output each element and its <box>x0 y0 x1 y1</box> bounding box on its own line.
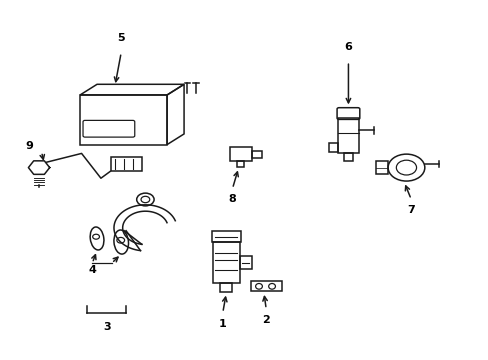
Bar <box>337 118 359 153</box>
Text: 3: 3 <box>102 322 110 332</box>
Bar <box>343 153 352 161</box>
Text: 5: 5 <box>117 33 125 43</box>
Bar <box>229 147 251 161</box>
Bar <box>211 231 241 242</box>
Text: 4: 4 <box>88 265 96 275</box>
Bar <box>251 151 262 158</box>
Text: 2: 2 <box>262 315 269 325</box>
Bar <box>375 161 387 174</box>
Text: 1: 1 <box>219 319 226 329</box>
Bar <box>328 143 337 152</box>
Text: 7: 7 <box>407 205 414 215</box>
Bar <box>236 161 244 167</box>
Text: 6: 6 <box>344 42 352 52</box>
Bar <box>110 157 142 171</box>
Bar <box>220 283 232 292</box>
Bar <box>213 242 239 283</box>
Bar <box>250 282 282 291</box>
Text: 8: 8 <box>228 194 236 204</box>
Text: 9: 9 <box>25 141 33 151</box>
Bar <box>239 256 251 269</box>
